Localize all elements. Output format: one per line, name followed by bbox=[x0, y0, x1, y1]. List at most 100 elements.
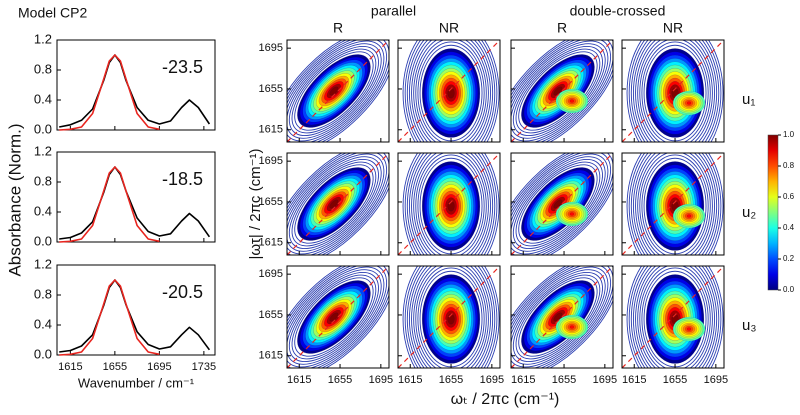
contour-level bbox=[630, 40, 720, 142]
contour-level bbox=[287, 153, 389, 255]
contour-level bbox=[637, 40, 713, 142]
plot-frame bbox=[56, 151, 216, 243]
x-tick-label: 1615 bbox=[58, 361, 82, 373]
contour-panel bbox=[398, 266, 500, 368]
contour-level bbox=[287, 266, 385, 368]
panel-frame bbox=[286, 265, 390, 369]
y-tick-label: 0.8 bbox=[34, 61, 52, 76]
x-tick-label: 1615 bbox=[511, 374, 535, 386]
contour-level bbox=[406, 266, 496, 368]
contour-panel bbox=[511, 153, 613, 255]
y-tick-label: 1615 bbox=[259, 237, 283, 249]
contour-level bbox=[637, 153, 713, 255]
contour-level bbox=[686, 101, 692, 105]
contour-level bbox=[511, 153, 612, 255]
contour-level bbox=[569, 212, 575, 216]
contour-level bbox=[630, 266, 720, 368]
contour-level bbox=[511, 40, 609, 142]
contour-level bbox=[511, 40, 613, 142]
contour-level bbox=[411, 266, 491, 368]
diagonal bbox=[398, 153, 500, 255]
peak-annotation: -20.5 bbox=[162, 282, 203, 302]
x-tick-label: 1695 bbox=[593, 374, 617, 386]
row-label: u₃ bbox=[742, 317, 756, 334]
contour-level bbox=[553, 312, 563, 322]
x-tick-label: 1695 bbox=[147, 361, 171, 373]
contour-level bbox=[569, 99, 575, 103]
y-tick-label: 1615 bbox=[259, 124, 283, 136]
contour-level bbox=[553, 199, 563, 209]
contour-level bbox=[287, 266, 388, 368]
diagonal bbox=[622, 153, 724, 255]
contour-level bbox=[511, 153, 613, 255]
contour-level bbox=[404, 153, 498, 255]
contour-panel bbox=[511, 40, 613, 142]
panel-frame bbox=[286, 152, 390, 256]
x-tick-label: 1615 bbox=[622, 374, 646, 386]
contour-level bbox=[569, 325, 575, 329]
contour-panel bbox=[622, 40, 724, 142]
contour-level bbox=[408, 40, 494, 142]
diagonal bbox=[511, 266, 613, 368]
figure-title: Model CP2 bbox=[18, 5, 87, 21]
contour-panel bbox=[287, 266, 389, 368]
contour-level bbox=[287, 266, 389, 368]
contour-level bbox=[291, 161, 377, 247]
contour-level bbox=[511, 40, 613, 142]
contour-level bbox=[511, 266, 613, 368]
colorbar-tick-label: 0.8 bbox=[783, 161, 795, 170]
contour-panel bbox=[511, 266, 613, 368]
panel-frame bbox=[510, 39, 614, 143]
peak-annotation: -23.5 bbox=[162, 57, 203, 77]
colorbar-tick-label: 0.0 bbox=[783, 285, 795, 294]
contour-level bbox=[287, 153, 385, 255]
contour-level bbox=[288, 271, 379, 363]
contour-level bbox=[626, 153, 724, 255]
contour-level bbox=[287, 40, 389, 142]
contour-level bbox=[637, 266, 713, 368]
contour-level bbox=[415, 40, 487, 142]
column-label: NR bbox=[439, 20, 459, 36]
y-tick-label: 1695 bbox=[259, 42, 283, 54]
contour-level bbox=[630, 153, 720, 255]
contour-level bbox=[686, 214, 692, 218]
panel-frame bbox=[286, 39, 390, 143]
plot-frame bbox=[56, 264, 216, 356]
contour-level bbox=[411, 153, 491, 255]
contour-level bbox=[287, 40, 385, 142]
contour-level bbox=[294, 277, 374, 357]
contour-level bbox=[628, 153, 722, 255]
contour-level bbox=[626, 40, 724, 142]
column-label: R bbox=[333, 20, 343, 36]
contour-level bbox=[402, 40, 500, 142]
contour-level bbox=[291, 274, 377, 360]
contour-level bbox=[511, 266, 613, 368]
x-tick-label: 1655 bbox=[328, 374, 352, 386]
y-tick-label: 1695 bbox=[259, 155, 283, 167]
y-tick-label: 0.4 bbox=[34, 316, 52, 331]
contour-level bbox=[641, 41, 709, 142]
x-tick-label: 1695 bbox=[480, 374, 504, 386]
group-label: parallel bbox=[371, 3, 416, 19]
y-tick-label: 1695 bbox=[259, 268, 283, 280]
y-tick-label: 1.2 bbox=[34, 256, 52, 271]
diagonal bbox=[622, 40, 724, 142]
contour-panel bbox=[622, 153, 724, 255]
contour-level bbox=[686, 327, 692, 331]
x-tick-label: 1655 bbox=[103, 361, 127, 373]
contour-level bbox=[511, 153, 609, 255]
contour-level bbox=[632, 40, 718, 142]
y-tick-label: 0.0 bbox=[34, 121, 52, 136]
contour-panel bbox=[398, 153, 500, 255]
plot-frame bbox=[56, 39, 216, 131]
spectrum-line bbox=[59, 166, 160, 243]
contour-level bbox=[288, 158, 379, 250]
x-axis-label: Wavenumber / cm⁻¹ bbox=[78, 375, 195, 390]
contour-level bbox=[291, 48, 377, 134]
panel-frame bbox=[621, 152, 725, 256]
contour-level bbox=[287, 266, 389, 368]
column-label: R bbox=[557, 20, 567, 36]
row-label: u₂ bbox=[742, 204, 756, 221]
row-label: u₁ bbox=[742, 91, 755, 108]
